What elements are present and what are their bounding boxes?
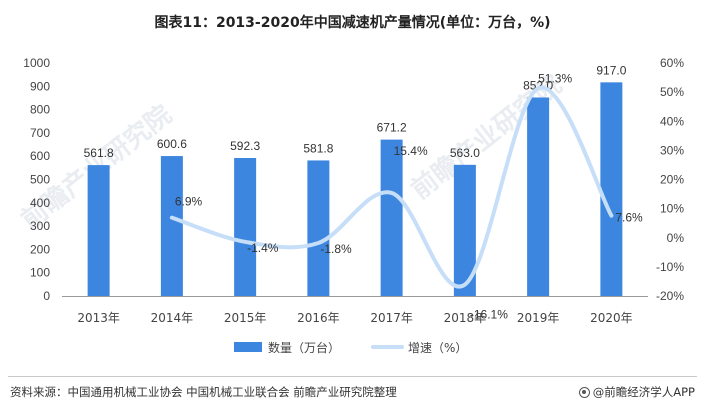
legend-bar-swatch — [234, 342, 262, 352]
right-tick-label: 0% — [667, 231, 685, 245]
footer-divider — [8, 376, 697, 377]
bar-2016年 — [307, 160, 330, 296]
right-tick-label: 10% — [660, 202, 684, 216]
x-tick-label: 2019年 — [517, 311, 560, 325]
left-tick-label: 500 — [30, 173, 50, 187]
growth-rate-label: 7.6% — [615, 211, 643, 225]
growth-rate-line — [169, 85, 614, 289]
x-axis-category-labels: 2013年 2014年 2015年 2016年 2017年 2018年 2019年 2020年 — [77, 311, 632, 325]
right-tick-label: -20% — [656, 289, 684, 303]
brand-credit: @前瞻经济学人APP — [578, 384, 695, 400]
bar-2018年 — [453, 164, 476, 296]
bar-value-label: 592.3 — [230, 139, 260, 153]
x-tick-label: 2018年 — [444, 311, 487, 325]
bar-2013年 — [87, 165, 110, 296]
growth-rate-labels: 6.9% -1.4% -1.8% 15.4% -16.1% 51.3% 7.6% — [175, 71, 643, 321]
x-tick-label: 2014年 — [151, 311, 194, 325]
legend: 数量（万台） 增速（%） — [234, 340, 467, 355]
right-tick-label: 60% — [660, 56, 684, 70]
right-tick-label: 20% — [660, 173, 684, 187]
left-tick-label: 900 — [30, 79, 50, 93]
growth-rate-label: -1.4% — [247, 241, 279, 255]
left-tick-label: 0 — [43, 289, 50, 303]
right-tick-label: -10% — [656, 260, 684, 274]
growth-rate-label: 15.4% — [394, 144, 428, 158]
bar-2019年 — [527, 97, 550, 296]
left-axis: 0 100 200 300 400 500 600 700 800 900 1000 — [23, 56, 50, 303]
left-tick-label: 200 — [30, 242, 50, 256]
source-note: 资料来源：中国通用机械工业协会 中国机械工业联合会 前瞻产业研究院整理 — [10, 385, 397, 399]
left-tick-label: 600 — [30, 149, 50, 163]
bar-value-label: 600.6 — [157, 137, 187, 151]
chart-title: 图表11：2013-2020年中国减速机产量情况(单位：万台，%) — [154, 15, 551, 31]
growth-rate-label: 51.3% — [538, 71, 572, 85]
bar-2020年 — [600, 82, 623, 297]
left-tick-label: 300 — [30, 219, 50, 233]
bar-value-label: 561.8 — [84, 146, 114, 160]
x-tick-label: 2013年 — [77, 311, 120, 325]
left-tick-label: 100 — [30, 266, 50, 280]
bar-value-label: 917.0 — [596, 63, 626, 77]
left-tick-label: 700 — [30, 126, 50, 140]
legend-bar-label: 数量（万台） — [268, 340, 340, 355]
brand-text: @前瞻经济学人APP — [592, 385, 695, 399]
right-tick-label: 40% — [660, 114, 684, 128]
growth-rate-label: 6.9% — [175, 195, 203, 209]
chart-canvas: 前瞻产业研究院前瞻产业研究院 0100200300400500600700800… — [15, 56, 684, 355]
bar-value-label: 563.0 — [450, 146, 480, 160]
right-axis: -20% -10% 0% 10% 20% 30% 40% 50% 60% — [656, 56, 684, 303]
left-tick-label: 400 — [30, 196, 50, 210]
right-tick-label: 50% — [660, 85, 684, 99]
growth-rate-label: -1.8% — [320, 242, 352, 256]
bar-2017年 — [380, 139, 403, 296]
x-tick-label: 2020年 — [590, 311, 633, 325]
bar-2014年 — [160, 156, 183, 296]
x-tick-label: 2016年 — [297, 311, 340, 325]
left-tick-label: 800 — [30, 103, 50, 117]
bar-series — [87, 82, 623, 297]
legend-line-label: 增速（%） — [408, 341, 467, 355]
x-tick-label: 2017年 — [370, 311, 413, 325]
x-tick-label: 2015年 — [224, 311, 267, 325]
bar-value-label: 671.2 — [377, 121, 407, 135]
brand-logo-icon — [578, 386, 590, 398]
bar-2015年 — [234, 157, 257, 296]
right-tick-label: 30% — [660, 143, 684, 157]
bar-value-label: 581.8 — [303, 141, 333, 155]
growth-rate-label: -16.1% — [470, 308, 508, 322]
left-tick-label: 1000 — [23, 56, 50, 70]
